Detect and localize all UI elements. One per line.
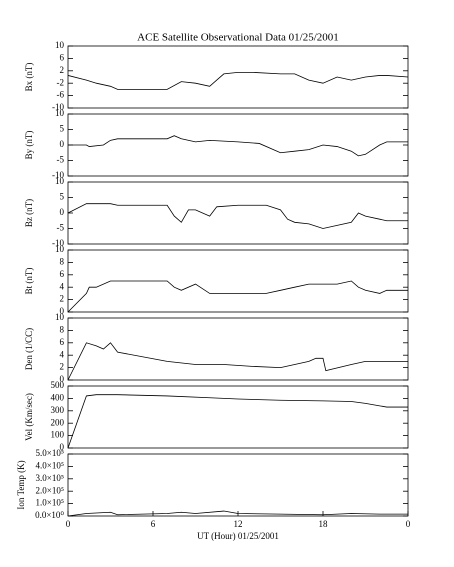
y-tick-label: -5 <box>57 223 65 233</box>
panel-frame <box>67 385 409 449</box>
y-axis-label: By (nT) <box>24 131 34 160</box>
x-tick-label: 0 <box>66 519 71 529</box>
y-tick-label: 2 <box>60 294 65 304</box>
y-tick-label: 0 <box>60 374 65 384</box>
y-tick-label: 5.0×10⁵ <box>36 448 64 458</box>
y-axis-label: Vel (Km/sec) <box>24 393 34 441</box>
panel-frame <box>67 317 409 381</box>
y-tick-label: 8 <box>60 256 65 266</box>
y-tick-label: -10 <box>52 102 64 112</box>
y-tick-label: 10 <box>55 176 65 186</box>
y-tick-label: 300 <box>51 405 65 415</box>
x-tick-label: 12 <box>234 519 243 529</box>
y-tick-label: 4 <box>60 349 65 359</box>
y-axis-label: Bt (nT) <box>24 268 34 295</box>
y-tick-label: -10 <box>52 238 64 248</box>
y-tick-label: 400 <box>51 392 65 402</box>
y-tick-label: 5 <box>60 124 65 134</box>
panel-frame <box>67 453 409 517</box>
y-tick-label: 2 <box>60 65 65 75</box>
y-tick-label: -5 <box>57 155 65 165</box>
x-tick-label: 0 <box>406 519 411 529</box>
y-tick-label: 100 <box>51 430 65 440</box>
chart-title: ACE Satellite Observational Data 01/25/2… <box>137 32 339 44</box>
y-tick-label: 6 <box>60 269 65 279</box>
data-line <box>67 71 409 90</box>
data-line <box>67 510 408 517</box>
panel-frame <box>67 45 409 109</box>
panel-frame <box>67 249 409 313</box>
y-tick-label: 0.0×10⁰ <box>35 510 64 520</box>
y-tick-label: 10 <box>55 40 65 50</box>
data-line <box>67 203 408 229</box>
y-tick-label: 10 <box>55 312 65 322</box>
y-tick-label: 4 <box>60 281 65 291</box>
x-axis-label: UT (Hour) 01/25/2001 <box>197 531 279 541</box>
y-tick-label: 6 <box>60 337 65 347</box>
y-tick-label: -10 <box>52 170 64 180</box>
y-tick-label: 0 <box>60 207 65 217</box>
y-tick-label: 500 <box>51 380 65 390</box>
x-tick-label: 6 <box>151 519 156 529</box>
y-tick-label: 5 <box>60 192 65 202</box>
y-tick-label: 0 <box>60 442 65 452</box>
y-tick-label: 200 <box>51 417 65 427</box>
x-tick-label: 18 <box>319 519 329 529</box>
y-tick-label: 8 <box>60 324 65 334</box>
y-tick-label: 4.0×10⁵ <box>36 460 64 470</box>
y-tick-label: 10 <box>55 108 65 118</box>
data-line <box>67 342 408 381</box>
panel-frame <box>67 113 409 177</box>
data-line <box>67 280 408 313</box>
y-tick-label: 0 <box>60 139 65 149</box>
y-axis-label: Bx (nT) <box>24 63 34 92</box>
y-tick-label: 2.0×10⁵ <box>36 485 64 495</box>
panel-frame <box>67 181 409 245</box>
y-tick-label: 2 <box>60 362 65 372</box>
data-line <box>68 135 408 157</box>
y-tick-label: 10 <box>55 244 65 254</box>
y-tick-label: 1.0×10⁵ <box>36 498 64 508</box>
y-tick-label: -2 <box>57 77 65 87</box>
data-line <box>67 394 408 449</box>
y-tick-label: 6 <box>60 52 65 62</box>
y-axis-label: Den (1/CC) <box>24 328 34 370</box>
y-tick-label: 3.0×10⁵ <box>36 473 64 483</box>
y-axis-label: Ion Temp (K) <box>16 460 26 509</box>
y-tick-label: 0 <box>60 306 65 316</box>
y-tick-label: -6 <box>57 90 65 100</box>
y-axis-label: Bz (nT) <box>24 199 34 227</box>
